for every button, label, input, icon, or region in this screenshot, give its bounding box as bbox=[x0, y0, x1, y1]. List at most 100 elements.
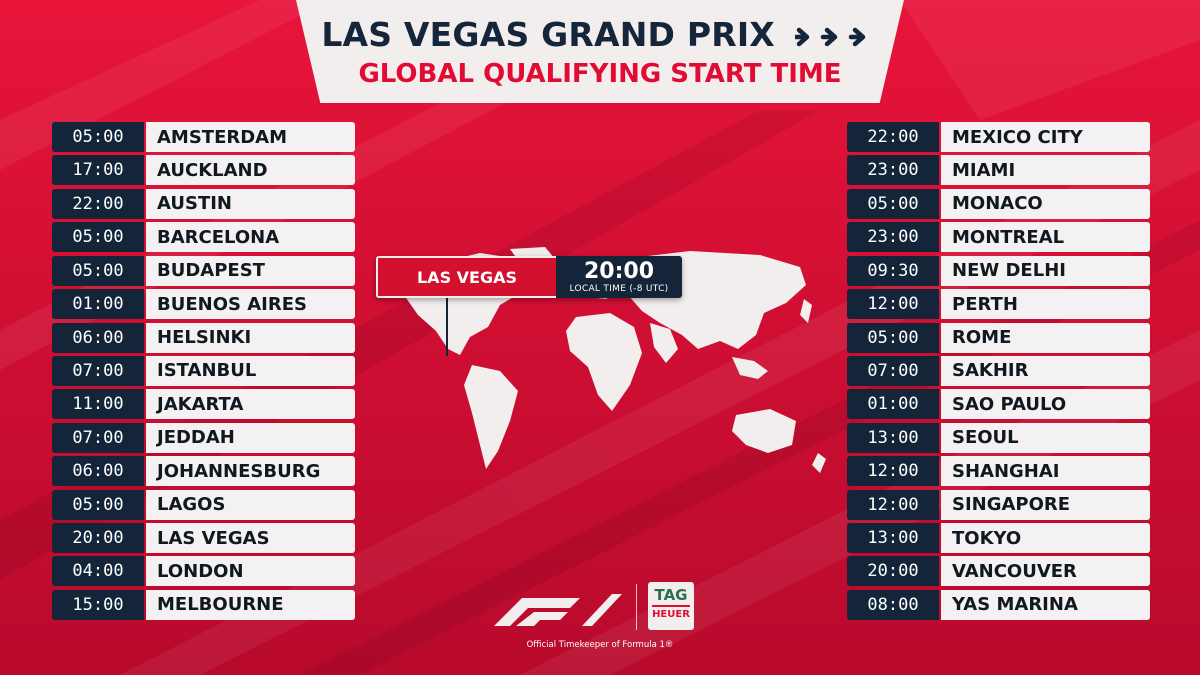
schedule-row: 05:00 AMSTERDAM bbox=[52, 122, 355, 152]
row-city: SAKHIR bbox=[941, 355, 1150, 386]
row-city: SAO PAULO bbox=[941, 389, 1150, 420]
las-vegas-pin bbox=[446, 298, 448, 356]
row-city: ROME bbox=[941, 322, 1150, 353]
schedule-row: 13:00 SEOUL bbox=[847, 422, 1150, 453]
row-city: SHANGHAI bbox=[941, 456, 1150, 487]
schedule-row: 05:00 BARCELONA bbox=[52, 222, 355, 253]
row-city: BUDAPEST bbox=[146, 255, 355, 286]
title-banner: LAS VEGAS GRAND PRIX GLOBAL QUALIFYIN bbox=[296, 0, 904, 103]
row-time: 17:00 bbox=[52, 155, 144, 186]
row-city: NEW DELHI bbox=[941, 255, 1150, 286]
row-city: LAS VEGAS bbox=[146, 523, 355, 554]
page-title: LAS VEGAS GRAND PRIX bbox=[296, 16, 904, 56]
schedule-row: 20:00 LAS VEGAS bbox=[52, 523, 355, 554]
row-time: 01:00 bbox=[52, 289, 144, 320]
schedule-row: 22:00 MEXICO CITY bbox=[847, 122, 1150, 152]
row-city: SINGAPORE bbox=[941, 489, 1150, 520]
row-time: 04:00 bbox=[52, 556, 144, 587]
row-city: BUENOS AIRES bbox=[146, 289, 355, 320]
row-city: ISTANBUL bbox=[146, 355, 355, 386]
row-time: 23:00 bbox=[847, 155, 939, 186]
row-time: 05:00 bbox=[847, 322, 939, 353]
schedule-row: 15:00 MELBOURNE bbox=[52, 589, 355, 620]
row-time: 05:00 bbox=[52, 122, 144, 152]
schedule-row: 06:00 JOHANNESBURG bbox=[52, 456, 355, 487]
title-text: LAS VEGAS GRAND PRIX bbox=[321, 15, 775, 54]
logo-divider bbox=[636, 584, 637, 630]
schedule-row: 12:00 SINGAPORE bbox=[847, 489, 1150, 520]
row-city: MEXICO CITY bbox=[941, 122, 1150, 152]
schedule-row: 13:00 TOKYO bbox=[847, 523, 1150, 554]
schedule-row: 05:00 ROME bbox=[847, 322, 1150, 353]
schedule-row: 05:00 BUDAPEST bbox=[52, 255, 355, 286]
row-city: JAKARTA bbox=[146, 389, 355, 420]
tag-heuer-logo: TAG HEUER bbox=[648, 582, 694, 630]
row-city: JOHANNESBURG bbox=[146, 456, 355, 487]
row-time: 08:00 bbox=[847, 589, 939, 620]
row-city: MELBOURNE bbox=[146, 589, 355, 620]
tag-heuer-top: TAG bbox=[654, 586, 688, 604]
row-city: AUSTIN bbox=[146, 188, 355, 219]
row-city: YAS MARINA bbox=[941, 589, 1150, 620]
row-time: 15:00 bbox=[52, 589, 144, 620]
row-time: 12:00 bbox=[847, 489, 939, 520]
schedule-row: 05:00 MONACO bbox=[847, 188, 1150, 219]
row-time: 07:00 bbox=[847, 355, 939, 386]
row-time: 20:00 bbox=[847, 556, 939, 587]
row-city: AMSTERDAM bbox=[146, 122, 355, 152]
schedule-row: 17:00 AUCKLAND bbox=[52, 155, 355, 186]
callout-city: LAS VEGAS bbox=[376, 256, 556, 298]
row-city: JEDDAH bbox=[146, 422, 355, 453]
row-city: AUCKLAND bbox=[146, 155, 355, 186]
callout-time-box: 20:00 LOCAL TIME (-8 UTC) bbox=[556, 256, 682, 298]
row-time: 01:00 bbox=[847, 389, 939, 420]
row-time: 05:00 bbox=[52, 255, 144, 286]
row-time: 05:00 bbox=[52, 489, 144, 520]
footer-logos: F1 TAG HEUER Official Timekeeper of Form… bbox=[494, 580, 706, 656]
schedule-row: 01:00 SAO PAULO bbox=[847, 389, 1150, 420]
row-time: 22:00 bbox=[847, 122, 939, 152]
schedule-row: 12:00 PERTH bbox=[847, 289, 1150, 320]
row-time: 05:00 bbox=[847, 188, 939, 219]
schedule-row: 08:00 YAS MARINA bbox=[847, 589, 1150, 620]
page-subtitle: GLOBAL QUALIFYING START TIME bbox=[358, 58, 842, 89]
schedule-row: 22:00 AUSTIN bbox=[52, 188, 355, 219]
row-city: LAGOS bbox=[146, 489, 355, 520]
row-time: 13:00 bbox=[847, 523, 939, 554]
row-city: MIAMI bbox=[941, 155, 1150, 186]
schedule-row: 09:30 NEW DELHI bbox=[847, 255, 1150, 286]
schedule-row: 07:00 JEDDAH bbox=[52, 422, 355, 453]
row-time: 09:30 bbox=[847, 255, 939, 286]
row-time: 12:00 bbox=[847, 289, 939, 320]
row-time: 12:00 bbox=[847, 456, 939, 487]
row-time: 05:00 bbox=[52, 222, 144, 253]
schedule-row: 07:00 ISTANBUL bbox=[52, 355, 355, 386]
row-time: 23:00 bbox=[847, 222, 939, 253]
row-city: BARCELONA bbox=[146, 222, 355, 253]
row-time: 13:00 bbox=[847, 422, 939, 453]
row-city: LONDON bbox=[146, 556, 355, 587]
row-time: 06:00 bbox=[52, 322, 144, 353]
las-vegas-callout: LAS VEGAS 20:00 LOCAL TIME (-8 UTC) bbox=[376, 256, 682, 298]
schedule-row: 23:00 MONTREAL bbox=[847, 222, 1150, 253]
row-time: 11:00 bbox=[52, 389, 144, 420]
row-time: 07:00 bbox=[52, 355, 144, 386]
row-city: MONACO bbox=[941, 188, 1150, 219]
row-time: 07:00 bbox=[52, 422, 144, 453]
row-city: VANCOUVER bbox=[941, 556, 1150, 587]
triple-chevron-right-icon bbox=[792, 18, 879, 56]
row-time: 20:00 bbox=[52, 523, 144, 554]
left-schedule-list: 05:00 AMSTERDAM 17:00 AUCKLAND 22:00 AUSTIN 05… bbox=[52, 122, 355, 623]
tag-heuer-bottom: HEUER bbox=[652, 605, 690, 623]
f1-logo: F1 bbox=[494, 594, 622, 626]
timekeeper-caption: Official Timekeeper of Formula 1® bbox=[526, 640, 674, 650]
row-city: HELSINKI bbox=[146, 322, 355, 353]
schedule-row: 11:00 JAKARTA bbox=[52, 389, 355, 420]
schedule-row: 05:00 LAGOS bbox=[52, 489, 355, 520]
row-city: TOKYO bbox=[941, 523, 1150, 554]
schedule-row: 23:00 MIAMI bbox=[847, 155, 1150, 186]
row-city: MONTREAL bbox=[941, 222, 1150, 253]
row-time: 22:00 bbox=[52, 188, 144, 219]
row-city: SEOUL bbox=[941, 422, 1150, 453]
schedule-row: 12:00 SHANGHAI bbox=[847, 456, 1150, 487]
